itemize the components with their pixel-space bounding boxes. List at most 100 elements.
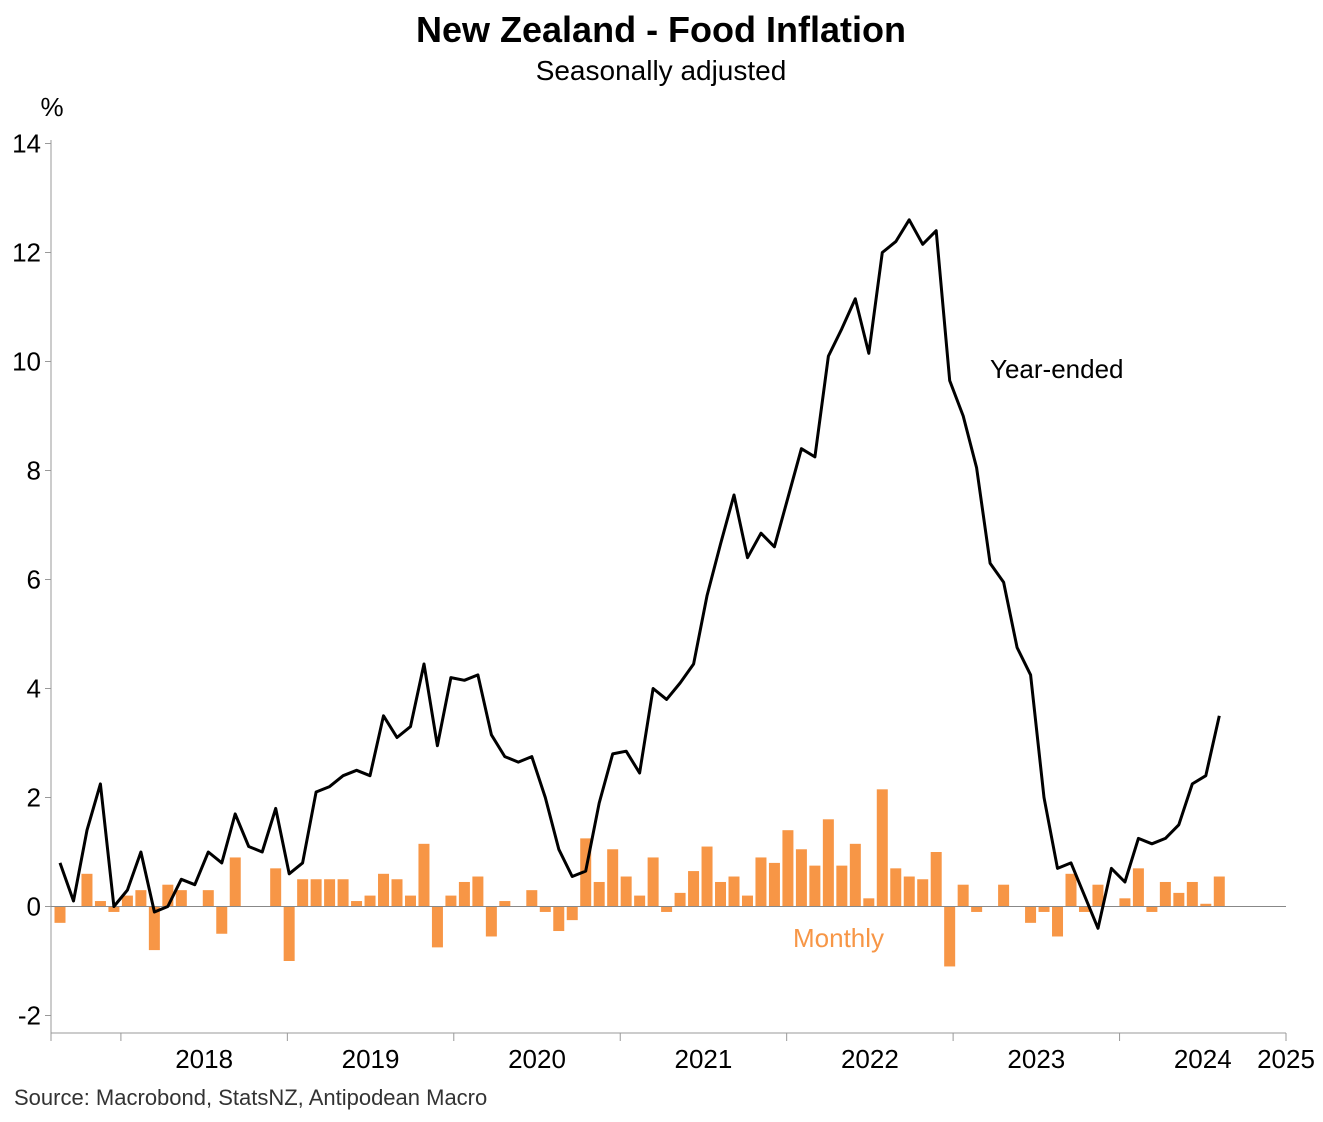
monthly-bar [431,906,443,948]
monthly-bar [566,906,578,921]
x-tick-label: 2018 [175,1044,233,1074]
monthly-bar [1025,906,1037,923]
monthly-bar [863,898,875,907]
monthly-bar [674,892,686,907]
monthly-bar [741,895,753,907]
x-tick-label: 2021 [675,1044,733,1074]
monthly-bar [944,906,956,967]
annotation-monthly: Monthly [793,923,884,953]
monthly-bar [809,865,821,907]
monthly-bar [270,868,282,907]
monthly-bar [1200,903,1212,907]
monthly-bar [795,849,807,907]
monthly-bar [876,789,888,907]
monthly-bar [728,876,740,907]
monthly-bar [715,881,727,907]
monthly-bar [930,852,942,907]
monthly-bar [688,871,700,907]
monthly-bar [162,884,174,907]
chart-title: New Zealand - Food Inflation [416,9,906,50]
y-tick-label: -2 [18,1001,41,1031]
monthly-bar [917,879,929,907]
monthly-bar [297,879,309,907]
monthly-bar [283,906,295,961]
monthly-bar [391,879,403,907]
monthly-bar [607,849,619,907]
monthly-bar [526,890,538,907]
monthly-bar [768,862,780,907]
monthly-bar [337,879,349,907]
source-note: Source: Macrobond, StatsNZ, Antipodean M… [14,1085,487,1110]
year-ended-line [58,218,1221,930]
monthly-bar [1078,906,1090,912]
monthly-bar [351,901,363,907]
monthly-bar [620,876,632,907]
x-tick-label: 2024 [1174,1044,1232,1074]
y-tick-label: 12 [12,238,41,268]
monthly-bar [229,857,241,907]
monthly-bar [1186,881,1198,907]
annotation-year-ended: Year-ended [990,354,1124,384]
monthly-bar [202,890,214,907]
monthly-bar [108,906,120,912]
monthly-bar [148,906,160,951]
x-tick-label: 2019 [342,1044,400,1074]
monthly-bar [175,890,187,907]
monthly-bar [971,906,983,912]
y-tick-label: 10 [12,347,41,377]
y-axis: -2 0 2 4 6 8 10 12 14 [12,129,52,1033]
monthly-bar [121,895,133,907]
monthly-bar [539,906,551,912]
monthly-bar [418,843,430,907]
monthly-bar [755,857,767,907]
monthly-bar [957,884,969,907]
monthly-bar [836,865,848,907]
monthly-bar [472,876,484,907]
chart-subtitle: Seasonally adjusted [536,55,787,86]
x-tick-label: 2022 [841,1044,899,1074]
monthly-bar [1213,876,1225,907]
monthly-bar [634,895,646,907]
monthly-bar [310,879,322,907]
y-tick-label: 2 [27,783,41,813]
monthly-bar [458,881,470,907]
monthly-bar [1038,906,1050,912]
y-tick-label: 0 [27,892,41,922]
monthly-bar [485,906,497,937]
monthly-bar [81,873,93,907]
monthly-bar [1132,868,1144,907]
monthly-bar [324,879,336,907]
monthly-bar [553,906,565,932]
monthly-bar [1173,892,1185,907]
monthly-bar [1159,881,1171,907]
monthly-bar [1065,873,1077,907]
monthly-bar [404,895,416,907]
monthly-bar [701,846,713,907]
monthly-bars [54,789,1225,967]
monthly-bar [499,901,511,907]
x-tick-label: 2025 [1257,1044,1315,1074]
monthly-bar [216,906,228,934]
monthly-bar [593,881,605,907]
monthly-bar [445,895,457,907]
monthly-bar [94,901,106,907]
y-tick-label: 6 [27,565,41,595]
monthly-bar [782,830,794,907]
monthly-bar [661,906,673,912]
y-tick-label: 4 [27,674,41,704]
x-tick-label: 2020 [508,1044,566,1074]
monthly-bar [822,819,834,907]
monthly-bar [1052,906,1064,937]
monthly-bar [890,868,902,907]
x-axis: 2018 2019 2020 2021 2022 2023 2024 2025 [50,1032,1315,1074]
y-axis-unit-label: % [40,92,63,122]
monthly-bar [998,884,1010,907]
y-tick-label: 14 [12,129,41,159]
monthly-bar [1146,906,1158,912]
monthly-bar [647,857,659,907]
monthly-bar [903,876,915,907]
monthly-bar [849,843,861,907]
y-tick-label: 8 [27,456,41,486]
monthly-bar [54,906,66,923]
